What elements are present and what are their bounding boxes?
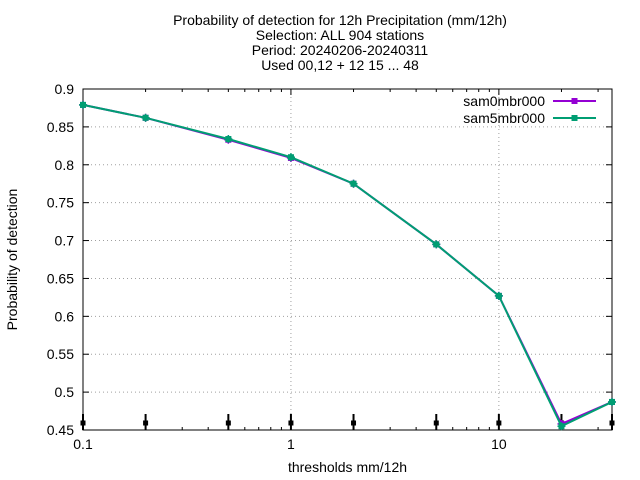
x-tick-label: 1	[287, 436, 295, 452]
data-point-sam5mbr000	[286, 153, 295, 162]
title-line-3: Period: 20240206-20240311	[252, 42, 429, 58]
y-tick-label: 0.85	[47, 119, 74, 135]
x-tick-label: 0.1	[73, 436, 93, 452]
data-point-sam5mbr000	[349, 179, 358, 188]
y-tick-label: 0.55	[47, 346, 74, 362]
legend-label-sam5mbr000: sam5mbr000	[463, 110, 545, 126]
title-line-2: Selection: ALL 904 stations	[256, 27, 424, 43]
x-tick-label: 10	[491, 436, 507, 452]
threshold-marker-point	[143, 420, 149, 426]
y-axis-label: Probability of detection	[4, 189, 20, 331]
data-point-sam5mbr000	[557, 422, 566, 431]
y-tick-label: 0.5	[55, 384, 75, 400]
data-point-sam5mbr000	[224, 135, 233, 144]
x-axis: 0.1 1 10	[73, 89, 599, 452]
threshold-marker-point	[80, 420, 86, 426]
data-point-sam5mbr000	[608, 397, 616, 406]
y-tick-label: 0.7	[55, 233, 75, 249]
y-tick-label: 0.65	[47, 270, 74, 286]
series-line-sam5mbr000	[82, 103, 613, 428]
y-tick-label: 0.9	[55, 81, 75, 97]
threshold-marker-point	[496, 420, 502, 426]
threshold-marker-point	[288, 420, 294, 426]
data-point-sam5mbr000	[494, 291, 503, 300]
chart-title: Probability of detection for 12h Precipi…	[173, 12, 507, 73]
y-tick-label: 0.8	[55, 157, 75, 173]
threshold-marker-point	[225, 420, 231, 426]
threshold-marker-point	[351, 420, 357, 426]
series-line-sam0mbr000	[82, 103, 613, 426]
threshold-markers	[80, 414, 615, 430]
threshold-marker-point	[433, 420, 439, 426]
grid	[83, 89, 612, 430]
plot-frame	[82, 88, 613, 431]
y-axis: 0.45 0.5 0.55 0.6 0.65 0.7 0.75 0.8 0.85 0.9	[47, 81, 612, 438]
title-line-1: Probability of detection for 12h Precipi…	[173, 12, 507, 28]
series	[79, 100, 616, 431]
title-line-4: Used 00,12 + 12 15 ... 48	[261, 57, 419, 73]
threshold-marker-point	[609, 420, 615, 426]
data-point-sam5mbr000	[79, 100, 87, 109]
data-point-sam5mbr000	[141, 113, 150, 122]
y-tick-label: 0.45	[47, 422, 74, 438]
y-tick-label: 0.6	[55, 308, 75, 324]
x-axis-label: thresholds mm/12h	[288, 459, 407, 475]
legend-label-sam0mbr000: sam0mbr000	[463, 93, 545, 109]
legend-marker-sam0mbr000	[571, 98, 578, 104]
y-tick-label: 0.75	[47, 195, 74, 211]
data-point-sam5mbr000	[432, 240, 441, 249]
legend-marker-sam5mbr000	[571, 115, 578, 121]
